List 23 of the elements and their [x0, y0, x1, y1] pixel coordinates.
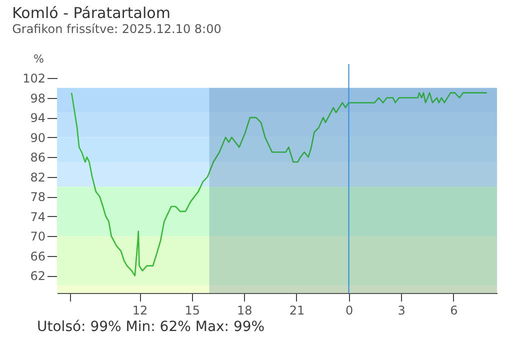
y-tick-label: 98 — [30, 91, 46, 106]
x-tick-label: 21 — [289, 304, 305, 318]
y-tick-label: 86 — [30, 150, 46, 165]
y-tick-label: 102 — [22, 72, 46, 86]
y-tick-label: 70 — [30, 230, 46, 244]
x-tick-label: 15 — [184, 304, 200, 318]
y-tick-label: 78 — [30, 190, 46, 204]
y-tick-label: 66 — [30, 249, 46, 264]
x-tick-label: 12 — [132, 304, 148, 318]
y-tick-label: 94 — [30, 111, 46, 126]
y-axis-title: % — [34, 52, 44, 66]
x-tick-label: 3 — [398, 304, 406, 318]
x-tick-label: 6 — [450, 304, 458, 318]
x-tick-label: 0 — [345, 304, 354, 318]
line-series — [70, 92, 488, 276]
y-tick-label: 90 — [30, 130, 46, 145]
x-tick-label: 18 — [237, 304, 252, 318]
y-tick-label: 82 — [30, 170, 46, 184]
text: Utolsó: 99% Min: 62% Max: 99% — [37, 319, 265, 335]
y-tick-label: 62 — [30, 269, 46, 284]
y-tick-label: 74 — [30, 210, 46, 224]
chart-title: Komló - Páratartalom — [12, 4, 170, 22]
chart-subtitle: Grafikon frissítve: 2025.12.10 8:00 — [12, 22, 222, 36]
